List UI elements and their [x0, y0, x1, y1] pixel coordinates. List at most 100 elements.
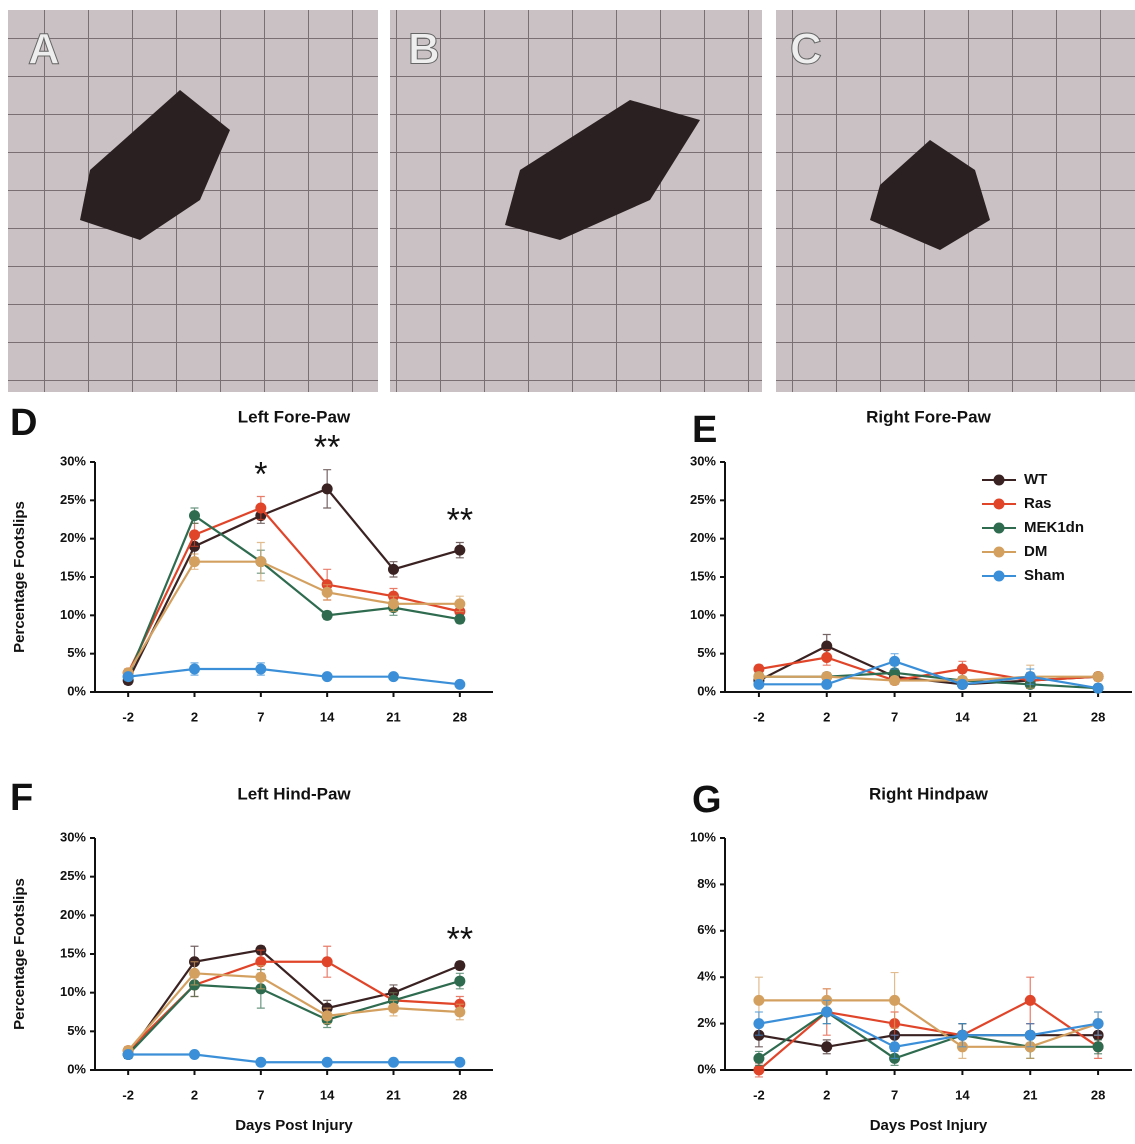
legend-label: DM [1024, 543, 1047, 560]
data-point [956, 1029, 968, 1041]
data-point [189, 1049, 200, 1061]
series-line [127, 487, 461, 681]
legend-label: Sham [1024, 567, 1065, 584]
photo-label: A [28, 25, 60, 74]
legend-marker [993, 498, 1005, 510]
series-line [758, 999, 1099, 1071]
panel-label: G [692, 779, 722, 821]
series-line [128, 1053, 460, 1064]
data-point [889, 655, 901, 667]
y-tick-label: 0% [697, 1061, 716, 1076]
y-tick-label: 6% [697, 922, 716, 937]
y-tick-label: 15% [60, 945, 86, 960]
data-point [189, 529, 200, 541]
series [122, 541, 466, 679]
data-point [821, 652, 833, 663]
y-tick-label: 10% [690, 829, 716, 844]
series-line [127, 960, 460, 1052]
data-point [753, 678, 765, 690]
y-tick-label: 5% [67, 645, 86, 660]
x-axis-label: Days Post Injury [235, 1117, 353, 1134]
photo-a: A [8, 10, 378, 392]
data-point [321, 1010, 333, 1022]
data-point [1092, 1018, 1104, 1030]
photo-b: B [390, 10, 762, 392]
data-point [388, 671, 399, 683]
y-tick-label: 2% [697, 1015, 716, 1030]
data-point [388, 1056, 399, 1068]
series-line [758, 999, 1099, 1048]
data-point [388, 598, 399, 610]
x-tick-label: 2 [191, 1087, 198, 1102]
y-tick-label: 4% [697, 969, 716, 984]
x-tick-label: 7 [891, 709, 898, 724]
data-point [321, 671, 333, 683]
x-axis-label: Days Post Injury [870, 1117, 988, 1134]
data-point [122, 671, 134, 683]
significance-mark: ** [447, 501, 473, 539]
y-tick-label: 25% [60, 868, 86, 883]
data-point [753, 671, 765, 683]
series-line [128, 667, 460, 686]
data-point [889, 675, 901, 686]
data-point [255, 1056, 267, 1068]
series-line [127, 948, 461, 1056]
photo-label: B [408, 25, 440, 74]
x-tick-label: 21 [386, 709, 400, 724]
x-tick-label: 14 [320, 709, 335, 724]
y-tick-label: 10% [690, 607, 716, 622]
data-point [889, 667, 901, 679]
x-tick-label: 28 [453, 709, 467, 724]
x-tick-label: 2 [823, 1087, 830, 1102]
x-tick-label: -2 [122, 1087, 134, 1102]
data-point [956, 663, 968, 675]
series-line [758, 660, 1099, 690]
data-point [255, 663, 267, 675]
y-tick-label: 20% [60, 530, 86, 545]
data-point [1024, 1029, 1036, 1041]
y-tick-label: 0% [67, 1061, 86, 1076]
panel-label: D [10, 402, 37, 444]
data-point [753, 663, 765, 675]
data-point [189, 510, 200, 522]
data-point [889, 1041, 901, 1053]
data-point [753, 1064, 765, 1076]
data-point [189, 556, 200, 568]
data-point [821, 671, 833, 683]
y-tick-label: 20% [60, 907, 86, 922]
y-tick-label: 0% [67, 683, 86, 698]
series [122, 968, 466, 1061]
data-point [255, 956, 267, 968]
data-point [1092, 682, 1104, 694]
series [753, 999, 1104, 1059]
legend-marker [993, 546, 1005, 558]
series-line [758, 675, 1099, 682]
y-tick-label: 25% [690, 492, 716, 507]
data-point [388, 563, 399, 575]
legend-marker [993, 570, 1005, 582]
y-tick-label: 8% [697, 876, 716, 891]
y-tick-label: 30% [60, 829, 86, 844]
significance-mark: * [254, 455, 267, 493]
chart-title: Left Hind-Paw [237, 784, 351, 803]
x-tick-label: 21 [1023, 709, 1037, 724]
y-tick-label: 30% [60, 453, 86, 468]
y-tick-label: 10% [60, 607, 86, 622]
data-point [321, 956, 333, 968]
data-point [321, 586, 333, 598]
x-tick-label: 14 [955, 709, 970, 724]
data-point [255, 502, 267, 514]
panel-label: F [10, 777, 33, 819]
series-line [758, 1010, 1099, 1048]
y-tick-label: 0% [697, 683, 716, 698]
series-line [127, 972, 460, 1052]
series-line [758, 1034, 1099, 1048]
series [122, 1049, 466, 1068]
y-axis-label: Percentage Footslips [11, 501, 28, 653]
data-point [454, 960, 466, 972]
data-point [821, 1006, 833, 1018]
data-point [321, 1056, 333, 1068]
data-point [454, 975, 466, 987]
data-point [1092, 671, 1104, 683]
